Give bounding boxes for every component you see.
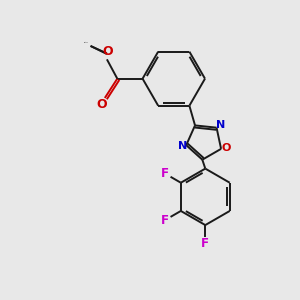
Text: O: O (96, 98, 106, 111)
Text: F: F (201, 237, 209, 250)
Text: F: F (161, 214, 169, 227)
Text: O: O (102, 45, 113, 58)
Text: N: N (178, 141, 187, 151)
Text: N: N (215, 120, 225, 130)
Text: F: F (161, 167, 169, 180)
Text: methyl: methyl (84, 42, 88, 43)
Text: O: O (222, 143, 231, 153)
